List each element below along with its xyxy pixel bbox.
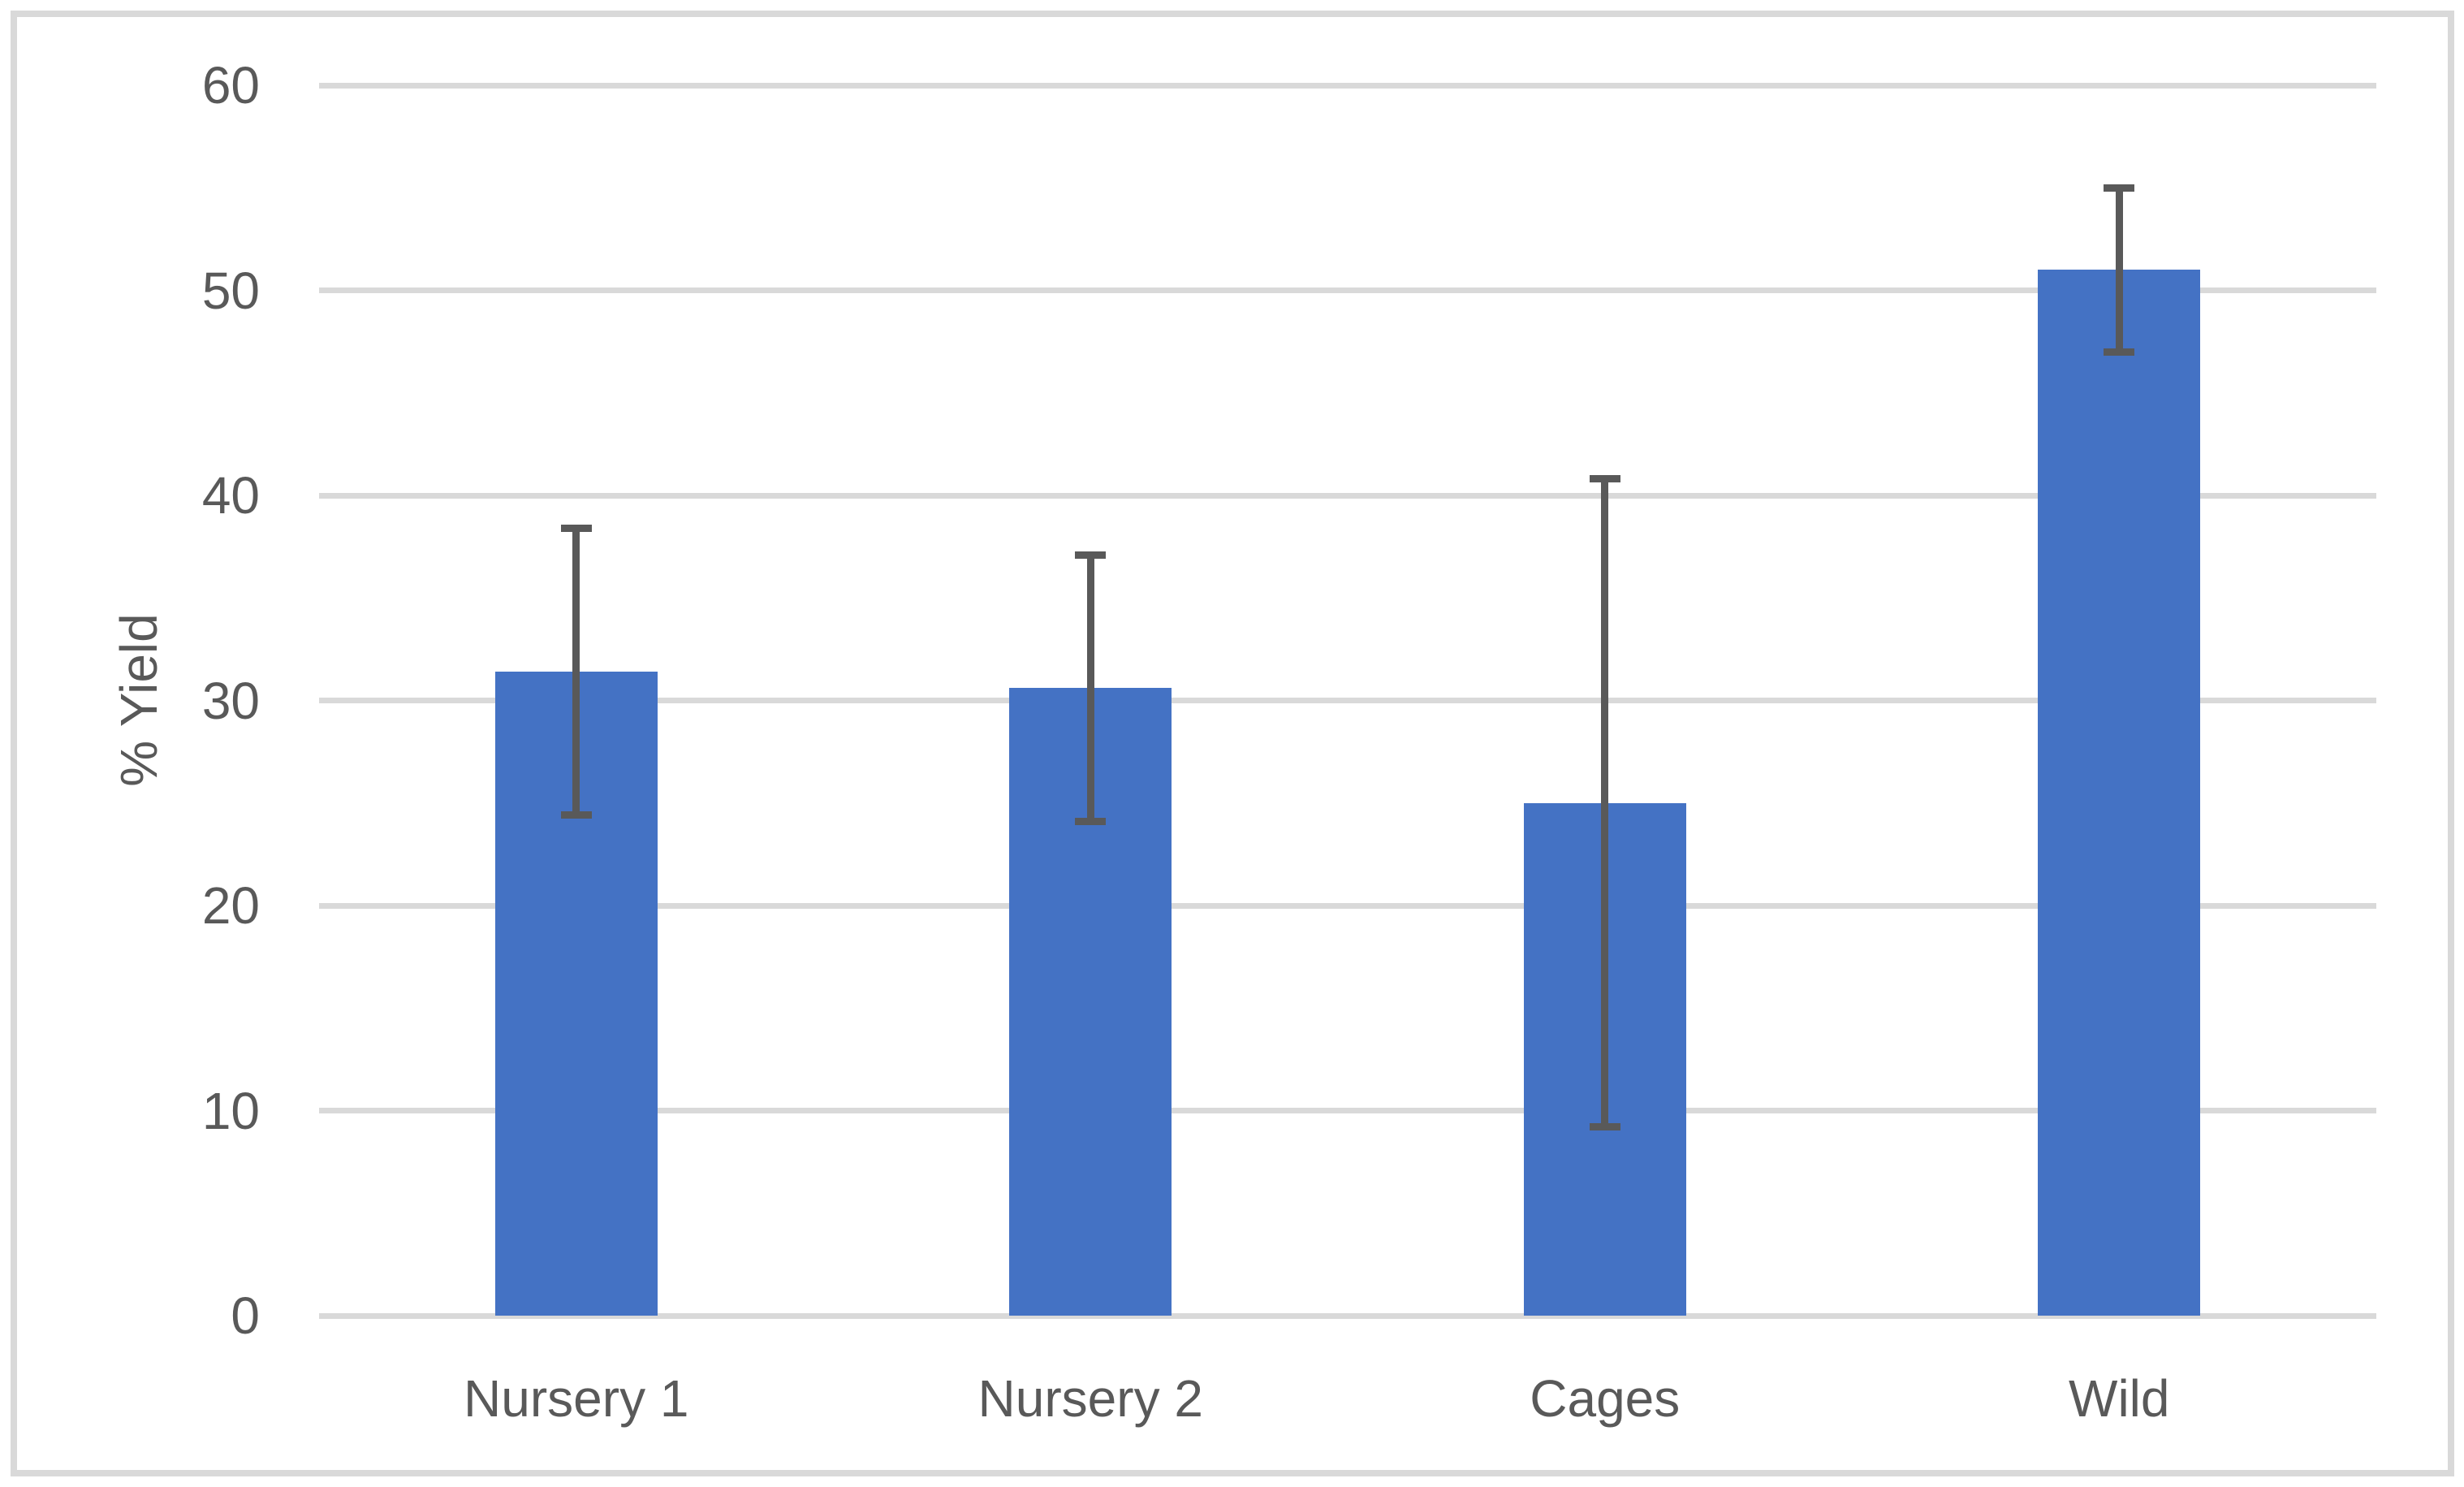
error-bar-top-cap-nursery-2 (1075, 551, 1107, 559)
gridline-10 (319, 1108, 2376, 1113)
y-axis-tick-label-30: 30 (201, 671, 260, 730)
gridline-60 (319, 82, 2376, 89)
error-bar-top-cap-cages (1589, 475, 1620, 483)
y-axis-tick-label-0: 0 (231, 1286, 260, 1345)
error-bar-bottom-cap-nursery-1 (560, 811, 592, 819)
error-bar-nursery-2 (1086, 555, 1094, 822)
x-axis-label-wild: Wild (2069, 1369, 2170, 1428)
y-axis-tick-label-10: 10 (201, 1081, 260, 1140)
error-bar-top-cap-nursery-1 (560, 524, 592, 532)
gridline-40 (319, 492, 2376, 499)
x-axis-label-nursery-1: Nursery 1 (464, 1369, 689, 1428)
error-bar-bottom-cap-wild (2104, 348, 2135, 356)
y-axis-tick-label-50: 50 (201, 261, 260, 320)
gridline-50 (319, 287, 2376, 293)
chart-border (11, 11, 2454, 1476)
error-bar-top-cap-wild (2104, 184, 2135, 192)
gridline-30 (319, 698, 2376, 703)
y-axis-tick-label-20: 20 (201, 876, 260, 935)
error-bar-bottom-cap-nursery-2 (1075, 817, 1107, 825)
gridline-0 (319, 1312, 2376, 1319)
gridline-20 (319, 902, 2376, 909)
error-bar-nursery-1 (572, 528, 580, 815)
error-bar-cages (1601, 478, 1609, 1127)
y-axis-tick-label-60: 60 (201, 56, 260, 115)
x-axis-label-nursery-2: Nursery 2 (977, 1369, 1203, 1428)
plot-area (319, 82, 2376, 1319)
y-axis-tick-label-40: 40 (201, 466, 260, 525)
error-bar-wild (2115, 188, 2123, 352)
bar-wild (2038, 270, 2201, 1316)
x-axis-label-cages: Cages (1530, 1369, 1681, 1428)
error-bar-bottom-cap-cages (1589, 1123, 1620, 1131)
